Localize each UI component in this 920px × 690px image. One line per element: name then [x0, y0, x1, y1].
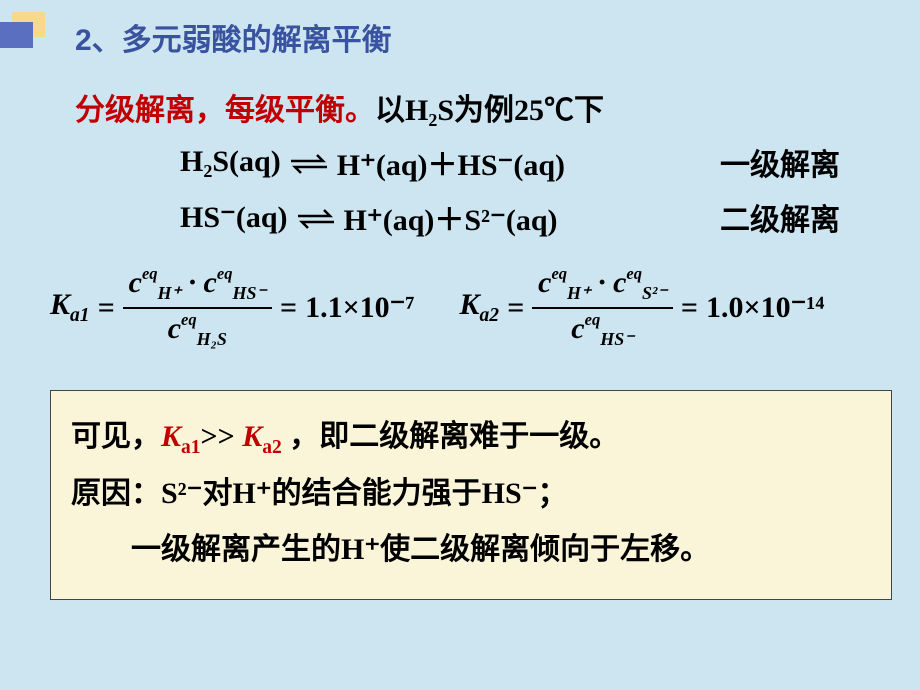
reaction-1: H₂S(aq) H⁺(aq)＋HS⁻(aq) [180, 140, 565, 184]
ka1-value: 1.1×10⁻⁷ [305, 290, 414, 325]
reaction-2: HS⁻(aq) H⁺(aq)＋S²⁻(aq) [180, 195, 558, 239]
box-line-3: 一级解离产生的H⁺使二级解离倾向于左移。 [71, 522, 871, 578]
intro-rest: 以H₂S为例25℃下 [375, 94, 604, 127]
equilibrium-arrow-icon [296, 205, 336, 229]
conclusion-box: 可见，Ka1>> Ka2 ，即二级解离难于一级。 原因：S²⁻对H⁺的结合能力强… [50, 390, 892, 600]
ka2-value: 1.0×10⁻¹⁴ [706, 290, 824, 325]
heading: 2、多元弱酸的解离平衡 [75, 15, 392, 59]
reaction-2-left: HS⁻(aq) [180, 200, 288, 235]
equilibrium-constants: Ka1 = ceqH⁺ · ceqHS⁻ ceqH₂S = 1.1×10⁻⁷ K… [50, 265, 890, 350]
box-line-2: 原因：S²⁻对H⁺的结合能力强于HS⁻； [71, 466, 871, 522]
slide-bullet-icon [0, 12, 45, 48]
box-line-1: 可见，Ka1>> Ka2 ，即二级解离难于一级。 [71, 409, 871, 466]
reaction-1-label: 一级解离 [720, 140, 840, 184]
reaction-1-left: H₂S(aq) [180, 145, 281, 179]
reaction-2-right: H⁺(aq)＋S²⁻(aq) [344, 195, 558, 239]
ka2-block: Ka2 = ceqH⁺ · ceqS²⁻ ceqHS⁻ = 1.0×10⁻¹⁴ [460, 265, 825, 350]
intro-red: 分级解离，每级平衡。 [75, 94, 375, 127]
intro-line: 分级解离，每级平衡。以H₂S为例25℃下 [75, 85, 604, 129]
equilibrium-arrow-icon [289, 150, 329, 174]
reaction-1-right: H⁺(aq)＋HS⁻(aq) [337, 140, 565, 184]
reaction-2-label: 二级解离 [720, 195, 840, 239]
ka1-block: Ka1 = ceqH⁺ · ceqHS⁻ ceqH₂S = 1.1×10⁻⁷ [50, 265, 415, 350]
